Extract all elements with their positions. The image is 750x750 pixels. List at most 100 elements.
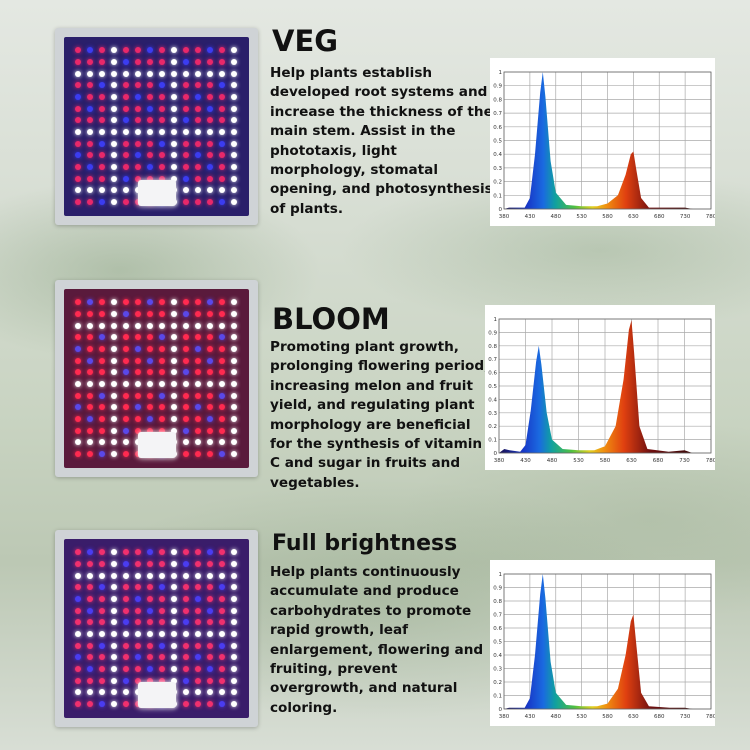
led: [86, 128, 93, 135]
led: [231, 311, 238, 318]
led: [98, 346, 105, 353]
led: [122, 689, 129, 696]
led: [110, 572, 117, 579]
led: [231, 415, 238, 422]
plot-frame: [498, 318, 712, 454]
led: [74, 334, 81, 341]
led: [195, 642, 202, 649]
led: [231, 346, 238, 353]
led: [110, 642, 117, 649]
led: [207, 117, 214, 124]
led: [86, 163, 93, 170]
led: [122, 163, 129, 170]
led: [122, 450, 129, 457]
led: [110, 152, 117, 159]
led: [195, 677, 202, 684]
led: [74, 70, 81, 77]
led: [231, 152, 238, 159]
led: [98, 439, 105, 446]
led: [219, 82, 226, 89]
led: [122, 175, 129, 182]
led: [195, 619, 202, 626]
led: [122, 334, 129, 341]
led: [195, 140, 202, 147]
y-tick-label: 0.9: [488, 330, 497, 336]
led: [74, 175, 81, 182]
led: [207, 380, 214, 387]
led: [207, 549, 214, 556]
led: [134, 369, 141, 376]
led: [86, 117, 93, 124]
led: [110, 415, 117, 422]
led: [146, 70, 153, 77]
led: [122, 140, 129, 147]
led: [195, 187, 202, 194]
led: [110, 322, 117, 329]
x-tick-label: 680: [654, 714, 665, 720]
led: [231, 105, 238, 112]
led: [122, 299, 129, 306]
led: [86, 700, 93, 707]
plot-frame: [503, 71, 712, 210]
led: [207, 427, 214, 434]
led: [219, 607, 226, 614]
y-tick-label: 0.7: [493, 613, 502, 619]
led: [134, 163, 141, 170]
led: [195, 163, 202, 170]
led: [231, 322, 238, 329]
x-tick-label: 480: [551, 214, 562, 220]
led: [86, 677, 93, 684]
led: [74, 630, 81, 637]
bloom-lamp-image: [55, 280, 258, 477]
led: [171, 549, 178, 556]
led: [86, 380, 93, 387]
led: [86, 689, 93, 696]
led: [122, 392, 129, 399]
led: [98, 549, 105, 556]
led: [207, 334, 214, 341]
led: [98, 334, 105, 341]
led: [86, 198, 93, 205]
led: [98, 380, 105, 387]
led: [122, 619, 129, 626]
led: [86, 439, 93, 446]
led: [86, 187, 93, 194]
led: [159, 311, 166, 318]
led: [146, 94, 153, 101]
led: [219, 584, 226, 591]
led: [98, 427, 105, 434]
led: [207, 700, 214, 707]
led: [171, 299, 178, 306]
led: [110, 596, 117, 603]
x-tick-label: 430: [525, 714, 536, 720]
led: [134, 47, 141, 54]
led: [231, 665, 238, 672]
led: [134, 415, 141, 422]
y-tick-label: 0.5: [488, 384, 497, 390]
led: [159, 584, 166, 591]
x-tick-label: 580: [600, 458, 611, 464]
led: [171, 163, 178, 170]
led: [219, 198, 226, 205]
led: [183, 404, 190, 411]
led: [195, 334, 202, 341]
led: [183, 357, 190, 364]
led: [110, 140, 117, 147]
led: [219, 357, 226, 364]
led: [171, 642, 178, 649]
led: [219, 346, 226, 353]
led: [219, 596, 226, 603]
y-tick-label: 1: [499, 572, 503, 578]
led: [171, 59, 178, 66]
led: [183, 117, 190, 124]
led: [122, 369, 129, 376]
led: [183, 689, 190, 696]
led: [86, 152, 93, 159]
led: [171, 607, 178, 614]
led: [207, 572, 214, 579]
led: [231, 596, 238, 603]
led: [98, 70, 105, 77]
led: [98, 404, 105, 411]
led: [146, 299, 153, 306]
led: [171, 404, 178, 411]
